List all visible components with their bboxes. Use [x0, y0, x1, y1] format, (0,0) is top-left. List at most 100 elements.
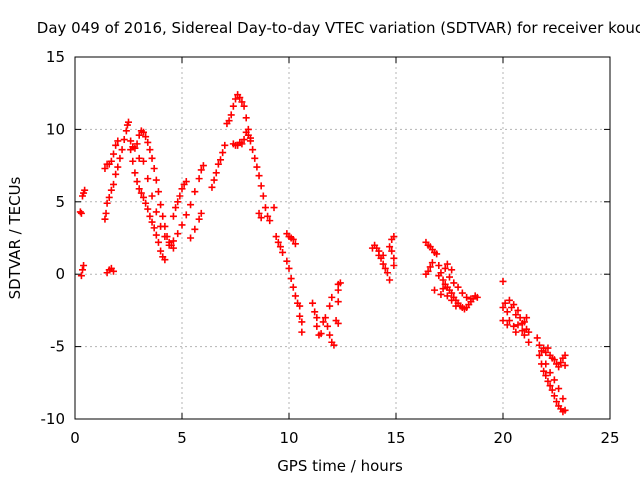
data-point: [540, 367, 548, 375]
data-point: [114, 137, 122, 145]
data-point: [326, 331, 334, 339]
data-point: [169, 244, 177, 252]
data-point: [161, 256, 169, 264]
data-point: [116, 154, 124, 162]
y-tick-label: 15: [46, 48, 65, 66]
data-point: [169, 237, 177, 245]
data-point: [561, 361, 569, 369]
data-point: [512, 311, 520, 319]
data-point: [157, 222, 165, 230]
data-point: [433, 250, 441, 258]
y-tick-label: -10: [41, 410, 66, 428]
data-point: [324, 322, 332, 330]
data-point: [238, 98, 246, 106]
x-tick-label: 5: [177, 429, 187, 447]
data-point: [102, 209, 110, 217]
data-point: [146, 212, 154, 220]
data-point: [431, 286, 439, 294]
data-point: [443, 260, 451, 268]
data-point: [326, 302, 334, 310]
data-point: [195, 175, 203, 183]
data-point: [127, 146, 135, 154]
data-point: [319, 318, 327, 326]
data-point: [448, 296, 456, 304]
data-point: [561, 351, 569, 359]
data-point: [144, 175, 152, 183]
data-point: [148, 218, 156, 226]
data-point: [165, 241, 173, 249]
data-point: [550, 392, 558, 400]
data-point: [146, 146, 154, 154]
data-point: [437, 290, 445, 298]
data-point: [523, 314, 531, 322]
data-point: [251, 154, 259, 162]
data-point: [499, 317, 507, 325]
data-point: [443, 292, 451, 300]
y-axis-label: SDTVAR / TECUs: [6, 176, 24, 299]
x-tick-label: 20: [493, 429, 512, 447]
data-point: [191, 225, 199, 233]
data-point: [283, 257, 291, 265]
data-point: [176, 192, 184, 200]
data-point: [174, 230, 182, 238]
data-point: [210, 176, 218, 184]
x-axis-label: GPS time / hours: [277, 457, 403, 475]
data-point: [386, 276, 394, 284]
data-point: [272, 233, 280, 241]
data-point: [255, 172, 263, 180]
data-point: [535, 351, 543, 359]
data-point: [514, 306, 522, 314]
data-point: [450, 279, 458, 287]
data-point: [553, 398, 560, 406]
data-point: [110, 150, 118, 158]
data-point: [227, 111, 235, 119]
data-point: [390, 233, 398, 241]
data-point: [139, 193, 147, 201]
data-point: [240, 136, 248, 144]
data-point: [330, 341, 338, 349]
data-point: [383, 269, 391, 277]
data-point: [187, 234, 195, 242]
data-point: [152, 208, 160, 216]
data-point: [178, 221, 186, 229]
data-point: [142, 199, 150, 207]
data-point: [544, 344, 552, 352]
data-point: [107, 157, 115, 165]
data-point: [298, 318, 306, 326]
data-point: [221, 141, 229, 149]
data-point: [533, 334, 541, 342]
data-point: [122, 127, 130, 135]
data-point: [154, 238, 162, 246]
data-point: [381, 264, 389, 272]
data-point: [546, 369, 554, 377]
data-point: [309, 299, 317, 307]
data-point: [129, 157, 137, 165]
data-point: [101, 164, 109, 172]
data-point: [78, 266, 86, 274]
data-point: [313, 322, 321, 330]
data-point: [452, 302, 460, 310]
data-point: [152, 231, 160, 239]
data-point: [334, 286, 342, 294]
data-point: [428, 259, 436, 267]
data-point: [246, 137, 254, 145]
data-point: [520, 331, 528, 339]
data-point: [127, 137, 135, 145]
y-tick-label: 0: [55, 265, 65, 283]
data-point: [334, 319, 342, 327]
data-point: [135, 131, 143, 139]
data-point: [463, 293, 471, 301]
data-point: [311, 308, 319, 316]
data-point: [514, 321, 522, 329]
data-point: [439, 276, 447, 284]
data-point: [157, 201, 165, 209]
data-point: [150, 164, 158, 172]
data-point: [535, 341, 543, 349]
data-point: [448, 266, 456, 274]
data-point: [219, 149, 227, 157]
data-point: [159, 212, 167, 220]
data-point: [542, 348, 550, 356]
data-point: [197, 209, 205, 217]
data-point: [244, 131, 252, 139]
data-point: [131, 169, 139, 177]
